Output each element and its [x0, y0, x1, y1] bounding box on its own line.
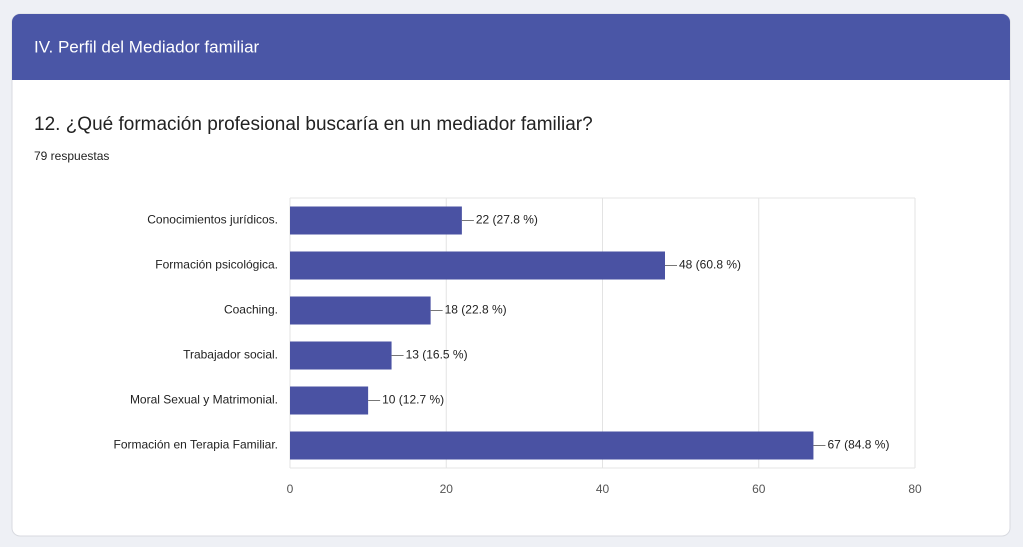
y-tick-label: Trabajador social.: [183, 348, 278, 362]
bar: [290, 386, 369, 415]
x-tick-label: 80: [908, 482, 922, 496]
value-label: 22 (27.8 %): [476, 213, 538, 227]
chart: 0 20 40 60 80 Conocimientos jurídicos. 22 (27.…: [113, 197, 922, 496]
x-tick-label: 20: [440, 482, 454, 496]
x-tick-label: 60: [752, 482, 766, 496]
x-tick-label: 40: [596, 482, 610, 496]
bar: [290, 341, 392, 370]
value-label: 13 (16.5 %): [406, 348, 468, 362]
response-count: 79 respuestas: [34, 149, 109, 163]
y-tick-label: Formación psicológica.: [155, 258, 278, 272]
value-label: 48 (60.8 %): [679, 258, 741, 272]
bar: [290, 296, 431, 325]
bar: [290, 431, 814, 460]
bar: [290, 251, 665, 280]
value-label: 10 (12.7 %): [382, 393, 444, 407]
y-tick-label: Moral Sexual y Matrimonial.: [130, 393, 278, 407]
y-tick-label: Coaching.: [224, 303, 278, 317]
question-title: 12. ¿Qué formación profesional buscaría …: [34, 114, 593, 135]
value-label: 67 (84.8 %): [827, 438, 889, 452]
x-tick-label: 0: [287, 482, 294, 496]
section-title: IV. Perfil del Mediador familiar: [34, 37, 260, 56]
section-header: [12, 14, 1010, 80]
value-label: 18 (22.8 %): [445, 303, 507, 317]
y-tick-label: Formación en Terapia Familiar.: [113, 438, 278, 452]
bar: [290, 206, 462, 235]
y-tick-label: Conocimientos jurídicos.: [147, 213, 278, 227]
